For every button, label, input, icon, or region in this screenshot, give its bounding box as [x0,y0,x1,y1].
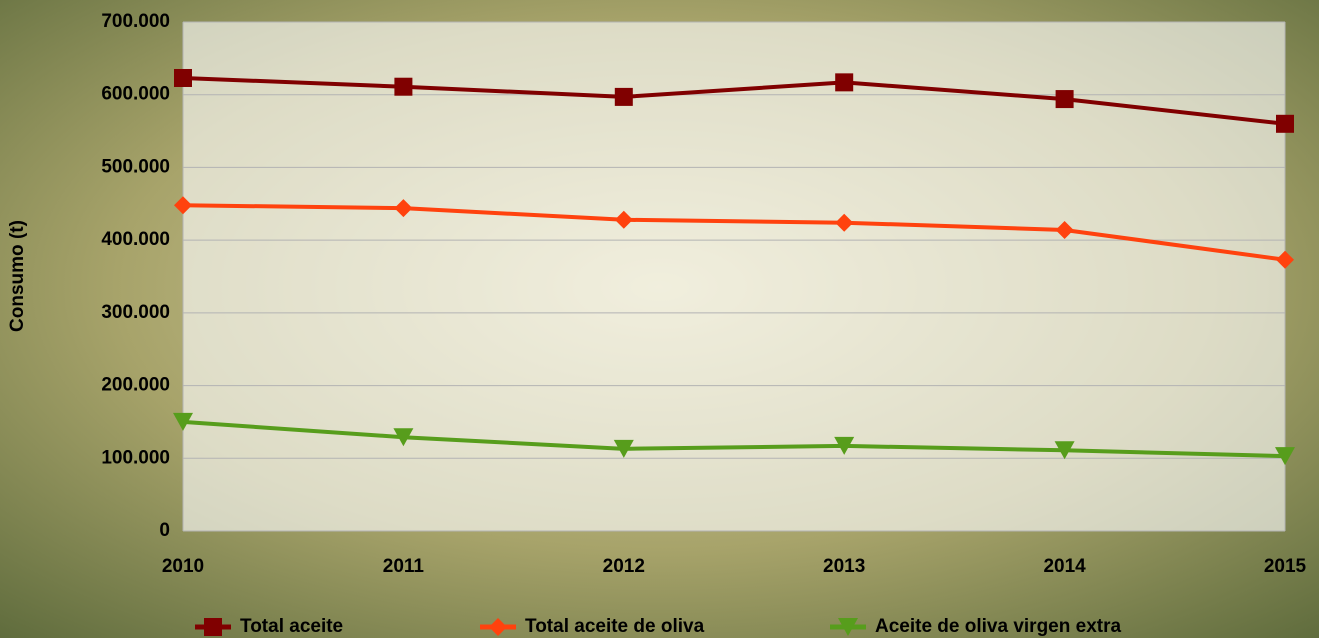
x-tick-label: 2013 [823,556,865,577]
marker [173,412,193,431]
y-tick-label: 100.000 [101,447,170,468]
marker [1275,447,1295,466]
x-tick-label: 2014 [1043,556,1086,577]
marker [1054,441,1075,460]
y-axis-title: Consumo (t) [7,220,28,332]
marker [489,618,507,636]
marker [174,68,192,87]
x-tick-label: 2010 [162,556,204,577]
marker [613,439,634,458]
marker [1276,250,1294,269]
y-tick-label: 600.000 [101,84,170,105]
plot-area [183,22,1285,531]
marker [174,196,192,215]
y-tick-label: 0 [159,520,170,541]
y-tick-label: 400.000 [101,229,170,250]
marker [614,210,633,229]
x-tick-label: 2011 [383,556,425,577]
y-tick-label: 500.000 [101,156,170,177]
y-tick-label: 700.000 [101,11,170,32]
marker [394,77,413,96]
marker [1276,114,1294,133]
marker [204,618,222,636]
y-tick-label: 200.000 [101,375,170,396]
legend-label: Total aceite de oliva [525,616,705,637]
marker [1055,220,1074,239]
marker [838,618,858,636]
series-line [182,75,1286,126]
marker [394,199,413,218]
legend-label: Aceite de oliva virgen extra [875,616,1121,637]
series-line [182,419,1286,459]
marker [835,213,854,232]
series-line [182,203,1286,262]
y-tick-label: 300.000 [101,302,170,323]
legend-label: Total aceite [240,616,343,637]
x-tick-label: 2015 [1264,556,1307,577]
marker [835,73,854,92]
x-tick-label: 2012 [603,556,645,577]
marker [1055,90,1074,109]
marker [393,428,414,447]
marker [834,436,855,455]
marker [614,87,633,106]
